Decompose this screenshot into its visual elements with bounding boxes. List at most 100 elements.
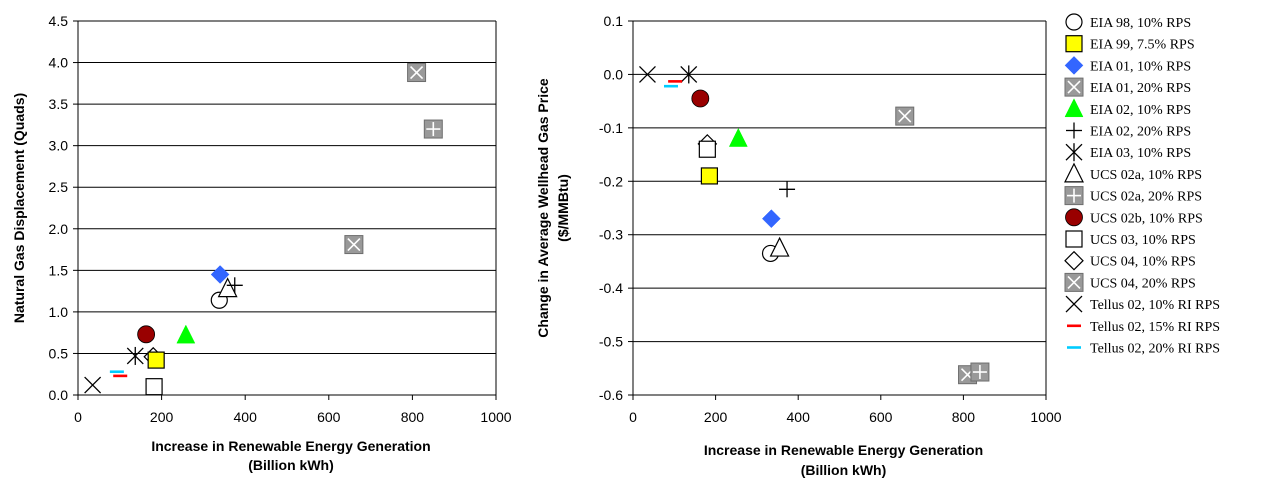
data-point-eia-02-20-rps	[226, 277, 243, 294]
legend-label: EIA 03, 10% RPS	[1090, 146, 1191, 161]
legend-marker	[1064, 56, 1084, 75]
legend-label: EIA 02, 20% RPS	[1090, 125, 1191, 140]
x-tick-label: 1000	[1030, 409, 1061, 425]
y-tick-label: 4.5	[49, 13, 69, 29]
y-tick-label: -0.6	[599, 387, 623, 403]
y-tick-label: 4.0	[49, 55, 69, 71]
legend-label: UCS 02b, 10% RPS	[1090, 211, 1203, 226]
legend-item-eia-01-10-rps: EIA 01, 10% RPS	[1064, 56, 1191, 75]
legend-item-ucs-03-10-rps: UCS 03, 10% RPS	[1065, 230, 1196, 248]
data-point-ucs-03-10-rps	[145, 378, 163, 396]
data-point-ucs-02a-10-rps	[769, 236, 790, 257]
legend-label: UCS 02a, 10% RPS	[1090, 168, 1202, 183]
legend-label: Tellus 02, 20% RI RPS	[1090, 342, 1220, 357]
y-tick-label: 1.0	[49, 304, 69, 320]
legend-item-eia-01-20-rps: EIA 01, 20% RPS	[1064, 77, 1191, 97]
legend-label: EIA 99, 7.5% RPS	[1090, 38, 1195, 53]
y-axis-label: ($/MMBtu)	[555, 174, 571, 242]
data-point-eia-99-7-5-rps	[147, 351, 165, 369]
data-point-eia-01-20-rps	[407, 63, 427, 83]
x-tick-label: 0	[629, 409, 637, 425]
x-tick-label: 400	[234, 409, 258, 425]
chart-legend: EIA 98, 10% RPS EIA 99, 7.5% RPS EIA 01, 1…	[1064, 13, 1220, 357]
y-tick-label: 0.1	[604, 13, 624, 29]
legend-marker	[1065, 295, 1083, 313]
y-tick-label: 0.5	[49, 345, 69, 361]
legend-label: Tellus 02, 10% RI RPS	[1090, 298, 1220, 313]
legend-marker	[1064, 98, 1084, 118]
x-tick-label: 0	[74, 409, 82, 425]
x-axis-label: Increase in Renewable Energy Generation	[151, 438, 430, 454]
legend-marker	[1064, 162, 1084, 183]
data-point-ucs-04-20-rps	[895, 106, 915, 126]
data-point-eia-03-10-rps	[680, 65, 698, 84]
data-point-ucs-02a-20-rps	[970, 362, 990, 382]
legend-label: EIA 01, 10% RPS	[1090, 59, 1191, 74]
x-tick-label: 400	[787, 409, 811, 425]
legend-label: UCS 04, 20% RPS	[1090, 276, 1196, 291]
legend-label: EIA 98, 10% RPS	[1090, 16, 1191, 31]
y-tick-label: -0.1	[599, 120, 623, 136]
y-tick-label: -0.2	[599, 173, 623, 189]
data-point-tellus-02-10-ri-rps	[84, 376, 102, 394]
legend-marker	[1064, 77, 1084, 97]
legend-item-tellus-02-15-ri-rps: Tellus 02, 15% RI RPS	[1067, 320, 1220, 335]
legend-item-ucs-04-10-rps: UCS 04, 10% RPS	[1064, 250, 1196, 271]
legend-item-eia-02-10-rps: EIA 02, 10% RPS	[1064, 98, 1191, 118]
wellhead-gas-price-chart: -0.6 -0.5 -0.4 -0.3 -0.2 -0.1 0.0 0.1 0 200 400 600…	[535, 13, 1062, 478]
y-tick-label: 0.0	[604, 66, 624, 82]
x-tick-label: 600	[869, 409, 893, 425]
y-tick-label: -0.5	[599, 334, 623, 350]
y-tick-label: -0.3	[599, 227, 623, 243]
data-point-ucs-04-20-rps	[344, 235, 364, 255]
legend-label: Tellus 02, 15% RI RPS	[1090, 320, 1220, 335]
x-axis-label: (Billion kWh)	[801, 462, 887, 478]
legend-label: EIA 02, 10% RPS	[1090, 103, 1191, 118]
legend-item-ucs-02a-20-rps: UCS 02a, 20% RPS	[1064, 186, 1202, 206]
y-tick-label: 3.5	[49, 96, 69, 112]
legend-item-eia-03-10-rps: EIA 03, 10% RPS	[1065, 143, 1191, 162]
legend-marker	[1065, 208, 1083, 227]
legend-item-ucs-02a-10-rps: UCS 02a, 10% RPS	[1064, 162, 1202, 183]
legend-label: UCS 02a, 20% RPS	[1090, 190, 1202, 205]
legend-marker	[1065, 13, 1083, 31]
y-tick-label: 3.0	[49, 138, 69, 154]
data-point-eia-02-20-rps	[779, 181, 796, 198]
data-point-eia-02-10-rps	[176, 324, 196, 344]
data-point-ucs-03-10-rps	[698, 140, 716, 158]
data-point-ucs-02b-10-rps	[137, 325, 156, 344]
data-point-eia-99-7-5-rps	[700, 167, 719, 185]
data-point-eia-01-10-rps	[762, 209, 781, 229]
x-tick-label: 800	[401, 409, 425, 425]
legend-item-eia-99-7-5-rps: EIA 99, 7.5% RPS	[1065, 35, 1195, 53]
legend-marker	[1064, 272, 1084, 292]
data-point-eia-02-10-rps	[728, 127, 748, 147]
y-axis-label: Natural Gas Displacement (Quads)	[11, 93, 27, 323]
legend-marker	[1064, 250, 1084, 271]
x-tick-label: 1000	[480, 409, 511, 425]
data-point-ucs-02a-10-rps	[217, 277, 238, 298]
y-tick-label: -0.4	[599, 280, 623, 296]
legend-item-ucs-04-20-rps: UCS 04, 20% RPS	[1064, 272, 1196, 292]
data-point-ucs-02a-20-rps	[423, 119, 443, 139]
x-axis-label: Increase in Renewable Energy Generation	[704, 442, 983, 458]
x-tick-label: 200	[150, 409, 174, 425]
x-tick-label: 600	[317, 409, 341, 425]
x-tick-label: 800	[952, 409, 976, 425]
data-point-eia-01-10-rps	[210, 265, 230, 284]
y-tick-label: 1.5	[49, 262, 69, 278]
legend-item-tellus-02-10-ri-rps: Tellus 02, 10% RI RPS	[1065, 295, 1220, 313]
data-point-ucs-02b-10-rps	[691, 89, 710, 108]
legend-marker	[1064, 186, 1084, 206]
legend-marker	[1065, 35, 1083, 53]
legend-marker	[1065, 230, 1083, 248]
x-tick-label: 200	[704, 409, 728, 425]
x-axis-label: (Billion kWh)	[248, 457, 334, 473]
legend-label: UCS 03, 10% RPS	[1090, 233, 1196, 248]
y-tick-label: 2.5	[49, 179, 69, 195]
legend-item-tellus-02-20-ri-rps: Tellus 02, 20% RI RPS	[1067, 342, 1220, 357]
data-point-tellus-02-10-ri-rps	[638, 65, 656, 83]
y-tick-label: 2.0	[49, 221, 69, 237]
legend-label: EIA 01, 20% RPS	[1090, 81, 1191, 96]
